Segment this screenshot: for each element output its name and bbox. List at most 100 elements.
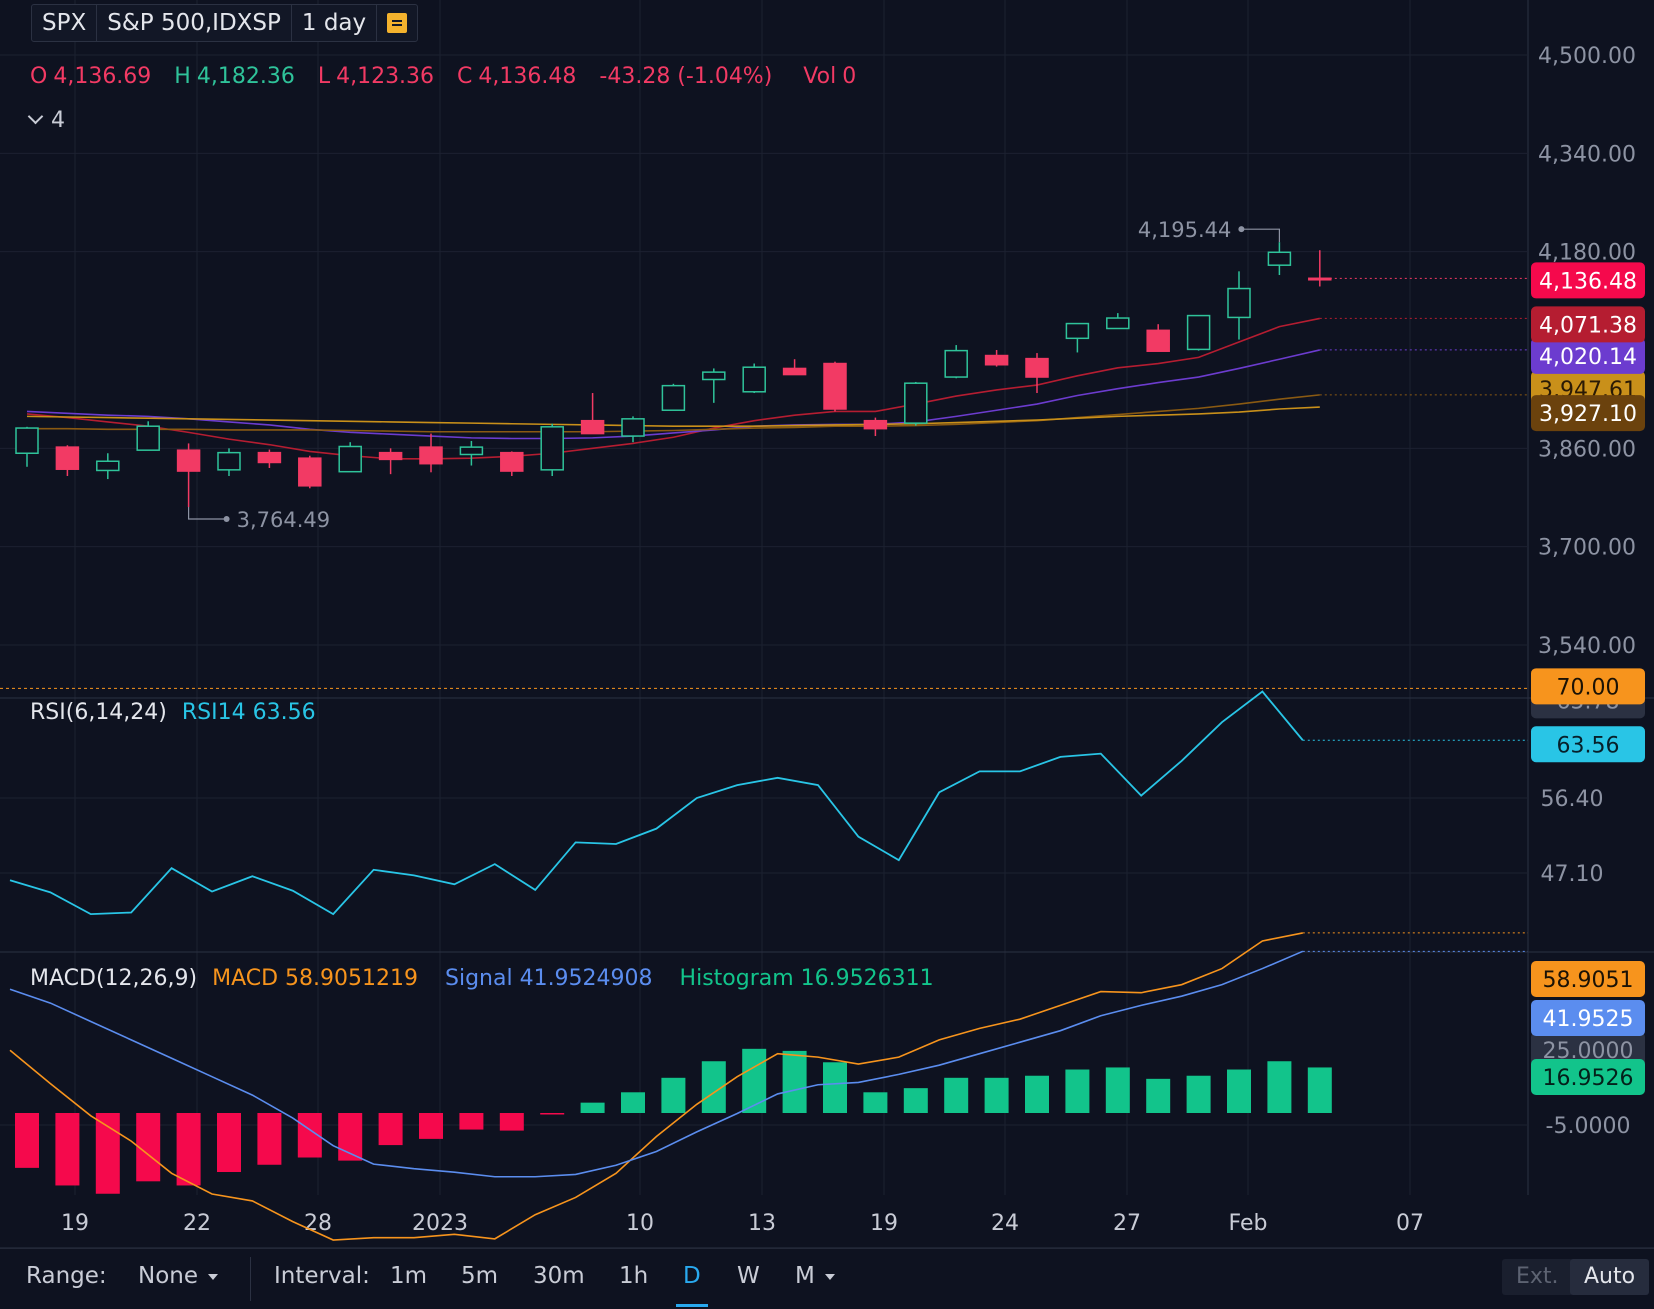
rsi-last-tag: 63.56 xyxy=(1557,733,1620,758)
candle-up xyxy=(944,349,968,378)
candle-down xyxy=(1146,329,1170,352)
x-axis-tick-label: 28 xyxy=(304,1211,332,1236)
chart-canvas[interactable]: 19 22 28 2023 10 13 19 24 27 Feb 07 4,500.00 4,340.0… xyxy=(0,0,1654,1248)
ma-200-tag: 3,927.10 xyxy=(1539,402,1637,427)
volume-value: 0 xyxy=(842,64,857,89)
macd-last-tag-bg xyxy=(1531,961,1645,997)
low-marker-line xyxy=(188,507,227,520)
x-axis-tick-label: 22 xyxy=(183,1211,211,1236)
price-axis-tick-label: 4,500.00 xyxy=(1538,44,1636,69)
notes-button[interactable] xyxy=(377,5,417,41)
x-axis-tick-label: Feb xyxy=(1229,1211,1268,1236)
range-value: None xyxy=(138,1263,199,1289)
candle-up xyxy=(621,418,645,437)
histogram-bar-up xyxy=(863,1092,888,1113)
candle-up xyxy=(661,384,686,411)
last-price-tag-bg xyxy=(1531,262,1645,299)
candle-down xyxy=(782,367,807,376)
chevron-down-icon xyxy=(27,108,44,125)
candle-up xyxy=(540,426,564,471)
ext-hours-button[interactable]: Ext. xyxy=(1502,1259,1573,1295)
histogram-bar-up xyxy=(944,1077,969,1113)
histogram-series-label: Histogram 16.9526311 xyxy=(679,966,934,991)
interval-selector[interactable]: 1 day xyxy=(292,5,378,41)
x-axis-tick-label: 10 xyxy=(626,1211,654,1236)
candle-up xyxy=(1065,322,1090,340)
histogram-bar-down xyxy=(378,1113,403,1146)
low-value: 4,123.36 xyxy=(336,64,435,89)
price-axis-tick-label: 4,180.00 xyxy=(1538,241,1636,266)
interval-30m[interactable]: 30m xyxy=(533,1263,585,1289)
interval-w[interactable]: W xyxy=(737,1263,760,1289)
indicator-toggle[interactable]: 4 xyxy=(27,108,65,133)
symbol-ticker[interactable]: SPX xyxy=(32,5,98,41)
close-label: C xyxy=(457,64,473,89)
ma-200-line xyxy=(26,406,1320,428)
notes-icon xyxy=(387,13,408,33)
macd-title: MACD(12,26,9) xyxy=(30,966,198,991)
change-value: -43.28 (-1.04%) xyxy=(599,64,773,89)
ma-fast-tag: 4,071.38 xyxy=(1539,313,1637,338)
histogram-bar-up xyxy=(1227,1069,1251,1113)
histogram-bar-down xyxy=(419,1113,443,1139)
histogram-bar-down xyxy=(217,1113,241,1173)
candle-up xyxy=(459,446,484,456)
candle-up xyxy=(338,445,362,473)
candle-up xyxy=(1186,314,1211,351)
x-axis-tick-label: 24 xyxy=(991,1211,1019,1236)
rsi-series-label: RSI14 63.56 xyxy=(181,700,316,725)
rsi-line xyxy=(9,690,1304,916)
candle-down xyxy=(500,451,524,472)
histogram-bar-down xyxy=(540,1113,565,1115)
histogram-bar-up xyxy=(823,1062,847,1113)
low-marker-dot xyxy=(223,516,230,523)
macd-line xyxy=(9,932,1303,1241)
candle-down xyxy=(863,419,888,430)
symbol-box[interactable]: SPX S&P 500,IDXSP 1 day xyxy=(31,4,419,42)
histogram-bar-up xyxy=(661,1077,686,1113)
auto-scale-button[interactable]: Auto xyxy=(1570,1259,1650,1295)
interval-5m[interactable]: 5m xyxy=(461,1263,499,1289)
histogram-bar-up xyxy=(1307,1067,1332,1113)
macd-legend: MACD(12,26,9) MACD 58.9051219 Signal 41.… xyxy=(30,966,934,991)
histogram-bar-down xyxy=(15,1113,39,1168)
interval-1m[interactable]: 1m xyxy=(390,1263,428,1289)
histogram-bar-down xyxy=(95,1113,120,1194)
range-select[interactable]: None xyxy=(138,1263,219,1289)
ma-fast-line xyxy=(26,317,1320,460)
signal-line xyxy=(9,950,1304,1178)
symbol-name: S&P 500,IDXSP xyxy=(97,5,292,41)
high-marker-label: 4,195.44 xyxy=(1138,218,1232,242)
histogram-bar-down xyxy=(55,1113,80,1186)
rsi-overbought-tag: 70.00 xyxy=(1557,675,1620,700)
candle-up xyxy=(1267,251,1292,266)
active-interval-underline xyxy=(676,1304,708,1307)
ma-200-tag-bg xyxy=(1531,395,1645,432)
ma-mid-line xyxy=(26,349,1320,440)
x-axis-tick-label: 27 xyxy=(1113,1211,1141,1236)
x-axis-tick-label: 19 xyxy=(870,1211,898,1236)
volume-label: Vol xyxy=(803,64,837,89)
macd-series-label: MACD 58.9051219 xyxy=(212,966,418,991)
rsi-axis-tick-label: 56.40 xyxy=(1541,787,1604,812)
histogram-bar-up xyxy=(1025,1075,1049,1113)
caret-down-icon xyxy=(208,1273,219,1280)
close-value: 4,136.48 xyxy=(478,64,577,89)
price-axis-tick-label: 3,540.00 xyxy=(1538,634,1636,659)
interval-d[interactable]: D xyxy=(683,1263,701,1289)
histogram-bar-up xyxy=(621,1092,645,1113)
candle-down xyxy=(823,362,847,410)
histogram-bar-down xyxy=(459,1113,484,1130)
interval-m: M xyxy=(795,1263,815,1289)
candle-up xyxy=(904,382,928,424)
candle-up xyxy=(96,460,120,472)
histogram-bar-up xyxy=(984,1077,1009,1113)
histogram-bar-up xyxy=(1065,1069,1090,1113)
signal-series-label: Signal 41.9524908 xyxy=(445,966,653,991)
histogram-bar-up xyxy=(742,1048,767,1113)
interval-1h[interactable]: 1h xyxy=(619,1263,649,1289)
candle-up xyxy=(1227,287,1251,319)
ohlc-legend: O 4,136.69 H 4,182.36 L 4,123.36 C 4,136.48 … xyxy=(30,64,862,89)
interval-m-menu[interactable]: M xyxy=(795,1263,835,1289)
rsi-legend: RSI(6,14,24) RSI14 63.56 xyxy=(30,700,316,725)
